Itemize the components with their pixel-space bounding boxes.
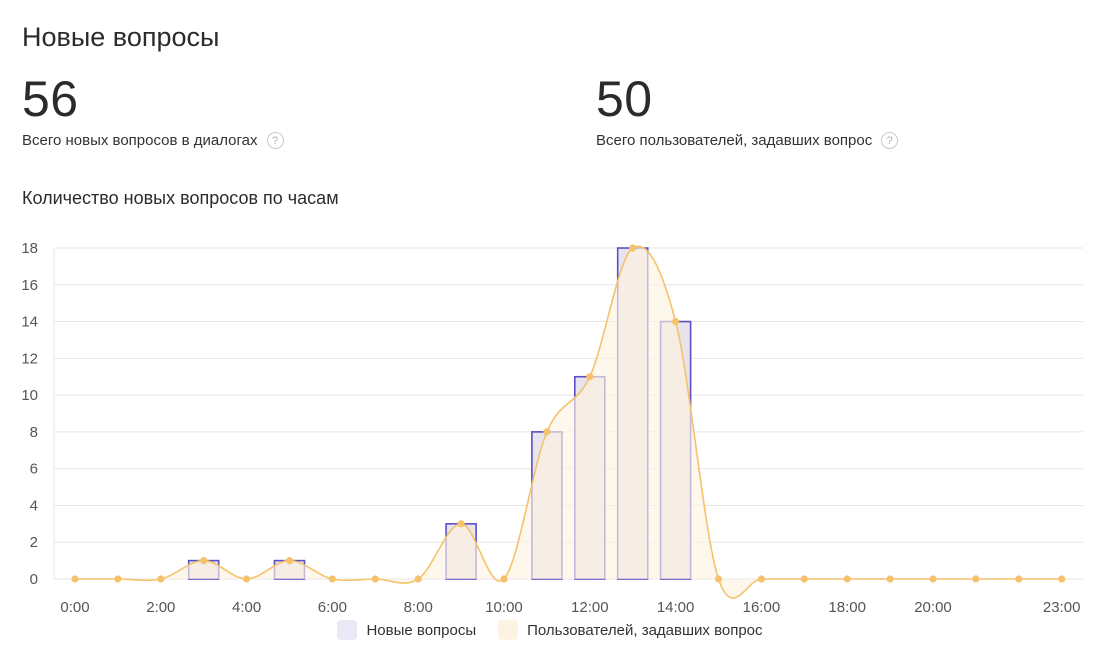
chart-title: Количество новых вопросов по часам xyxy=(22,188,339,208)
stat-total-users: 50 Всего пользователей, задавших вопрос … xyxy=(596,71,899,149)
x-tick-label: 18:00 xyxy=(828,599,866,616)
hourly-questions-chart: 0 2 4 6 8 10 12 14 16 18 0:00 2:00 4:00 6:00 8:00 10:00… xyxy=(21,240,1083,616)
x-tick-label: 4:00 xyxy=(232,599,261,616)
users-point-hour-12 xyxy=(586,373,594,381)
x-tick-label: 20:00 xyxy=(914,599,952,616)
page-title: Новые вопросы xyxy=(22,22,220,52)
legend-label-users: Пользователей, задавших вопрос xyxy=(527,621,763,639)
y-tick-label: 4 xyxy=(30,497,38,514)
stat-total-users-label: Всего пользователей, задавших вопрос xyxy=(596,132,873,149)
y-tick-label: 12 xyxy=(21,350,38,367)
users-point-hour-19 xyxy=(886,575,894,583)
stat-total-questions-label: Всего новых вопросов в диалогах xyxy=(22,132,258,149)
x-tick-label: 23:00 xyxy=(1043,599,1081,616)
users-point-hour-14 xyxy=(672,317,680,326)
legend-label-new-questions: Новые вопросы xyxy=(366,621,477,639)
users-point-hour-2 xyxy=(157,575,165,583)
x-tick-label: 10:00 xyxy=(485,599,523,616)
stat-total-users-value: 50 xyxy=(596,71,653,127)
users-point-hour-3 xyxy=(200,557,208,565)
users-point-hour-18 xyxy=(843,575,851,583)
chart-legend: Новые вопросы Пользователей, задавших во… xyxy=(0,620,1100,640)
users-point-hour-20 xyxy=(929,575,937,583)
users-point-hour-11 xyxy=(543,428,551,436)
x-tick-label: 8:00 xyxy=(404,599,433,616)
users-point-hour-5 xyxy=(285,557,294,565)
y-tick-label: 16 xyxy=(21,277,38,294)
x-tick-label: 2:00 xyxy=(146,599,175,616)
users-point-hour-23 xyxy=(1058,575,1066,583)
y-tick-label: 0 xyxy=(30,571,38,588)
users-point-hour-4 xyxy=(243,575,251,583)
help-icon[interactable]: ? xyxy=(881,132,899,149)
users-point-hour-0 xyxy=(71,575,79,583)
help-icon[interactable]: ? xyxy=(266,132,284,149)
legend-swatch-users xyxy=(498,620,519,640)
x-tick-label: 16:00 xyxy=(743,599,781,616)
users-point-hour-13 xyxy=(629,244,637,252)
users-area-fill xyxy=(75,246,1062,599)
users-point-hour-9 xyxy=(457,520,465,528)
users-point-hour-7 xyxy=(371,575,379,583)
users-point-hour-21 xyxy=(972,575,980,583)
y-tick-label: 6 xyxy=(30,461,38,478)
legend-swatch-new-questions xyxy=(337,620,358,640)
y-tick-label: 14 xyxy=(21,314,38,331)
y-tick-label: 2 xyxy=(30,534,38,551)
stat-total-questions: 56 Всего новых вопросов в диалогах ? xyxy=(22,74,284,149)
users-point-hour-8 xyxy=(414,575,422,583)
legend-item-new-questions[interactable]: Новые вопросы xyxy=(337,620,476,640)
stat-total-questions-value: 56 xyxy=(22,71,79,127)
x-tick-label: 6:00 xyxy=(318,599,347,616)
x-tick-label: 12:00 xyxy=(571,599,609,616)
users-point-hour-10 xyxy=(500,575,508,583)
users-point-hour-16 xyxy=(757,575,766,583)
users-point-hour-6 xyxy=(328,575,336,583)
users-point-hour-1 xyxy=(114,575,122,583)
users-point-hour-15 xyxy=(714,575,723,583)
x-tick-label: 14:00 xyxy=(657,599,695,616)
y-tick-label: 10 xyxy=(21,387,38,404)
y-tick-label: 8 xyxy=(30,424,38,441)
users-point-hour-17 xyxy=(800,575,808,583)
x-tick-label: 0:00 xyxy=(60,599,89,616)
users-point-hour-22 xyxy=(1015,575,1023,583)
y-tick-label: 18 xyxy=(21,240,38,257)
legend-item-users[interactable]: Пользователей, задавших вопрос xyxy=(498,620,763,640)
